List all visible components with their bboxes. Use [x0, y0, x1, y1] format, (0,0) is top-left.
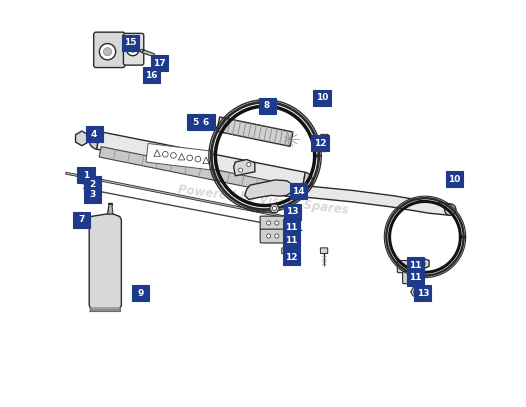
Polygon shape: [285, 185, 451, 215]
FancyBboxPatch shape: [86, 126, 103, 142]
FancyBboxPatch shape: [84, 186, 102, 203]
Text: 3: 3: [90, 190, 96, 199]
FancyBboxPatch shape: [84, 176, 100, 193]
Circle shape: [239, 168, 242, 172]
Text: 14: 14: [292, 187, 305, 196]
FancyBboxPatch shape: [260, 216, 285, 230]
FancyBboxPatch shape: [283, 233, 300, 249]
FancyBboxPatch shape: [290, 183, 307, 199]
Text: 1: 1: [83, 171, 89, 179]
Text: 10: 10: [448, 175, 460, 184]
FancyBboxPatch shape: [258, 98, 276, 114]
FancyBboxPatch shape: [311, 135, 329, 151]
FancyBboxPatch shape: [283, 249, 300, 265]
Polygon shape: [99, 147, 301, 197]
FancyBboxPatch shape: [150, 55, 168, 71]
FancyBboxPatch shape: [143, 67, 159, 83]
Text: 15: 15: [125, 38, 137, 47]
FancyBboxPatch shape: [187, 114, 205, 130]
Text: Powered by Vision Spares: Powered by Vision Spares: [177, 183, 349, 217]
Circle shape: [104, 48, 112, 56]
Polygon shape: [269, 204, 279, 212]
Polygon shape: [108, 204, 113, 214]
Text: 6: 6: [203, 118, 209, 127]
Circle shape: [275, 221, 279, 225]
FancyBboxPatch shape: [73, 212, 90, 228]
Text: 17: 17: [153, 59, 166, 68]
Circle shape: [413, 290, 418, 294]
FancyBboxPatch shape: [282, 248, 289, 254]
Text: 12: 12: [285, 253, 298, 262]
Polygon shape: [234, 160, 255, 176]
Text: 11: 11: [285, 236, 298, 245]
Text: 12: 12: [313, 139, 326, 148]
FancyBboxPatch shape: [124, 33, 144, 65]
Polygon shape: [89, 204, 122, 311]
FancyBboxPatch shape: [260, 229, 285, 243]
Text: 13: 13: [417, 289, 429, 298]
Polygon shape: [76, 131, 88, 146]
FancyBboxPatch shape: [284, 204, 301, 220]
FancyBboxPatch shape: [321, 134, 328, 140]
Text: 16: 16: [145, 71, 157, 80]
FancyBboxPatch shape: [407, 257, 424, 274]
Polygon shape: [217, 117, 293, 147]
Polygon shape: [411, 288, 420, 296]
FancyBboxPatch shape: [122, 35, 139, 51]
Circle shape: [272, 206, 277, 210]
Polygon shape: [406, 259, 429, 269]
Text: 11: 11: [285, 223, 298, 232]
Polygon shape: [245, 180, 291, 199]
FancyBboxPatch shape: [407, 269, 424, 286]
Text: 2: 2: [89, 180, 95, 189]
Circle shape: [130, 47, 136, 53]
FancyBboxPatch shape: [402, 271, 423, 284]
FancyBboxPatch shape: [283, 219, 300, 235]
Polygon shape: [287, 183, 452, 203]
FancyBboxPatch shape: [397, 260, 418, 273]
Text: 10: 10: [316, 93, 328, 102]
Text: 4: 4: [91, 130, 97, 139]
FancyBboxPatch shape: [94, 32, 125, 68]
Text: 13: 13: [286, 207, 299, 216]
FancyBboxPatch shape: [313, 90, 330, 106]
Text: 11: 11: [409, 261, 422, 270]
FancyBboxPatch shape: [446, 171, 463, 187]
Circle shape: [444, 204, 456, 215]
Circle shape: [275, 234, 279, 238]
Text: 9: 9: [138, 289, 144, 298]
Polygon shape: [146, 144, 213, 170]
Wedge shape: [302, 172, 312, 190]
FancyBboxPatch shape: [133, 285, 149, 301]
Circle shape: [410, 262, 413, 265]
FancyBboxPatch shape: [77, 167, 95, 183]
Text: 8: 8: [264, 101, 270, 110]
Text: 5: 5: [193, 118, 199, 127]
Circle shape: [127, 44, 139, 56]
FancyBboxPatch shape: [320, 248, 328, 254]
Circle shape: [422, 262, 426, 265]
FancyBboxPatch shape: [414, 285, 431, 301]
FancyBboxPatch shape: [197, 114, 215, 130]
Text: 7: 7: [79, 215, 85, 224]
Circle shape: [99, 44, 116, 60]
Text: 11: 11: [409, 273, 422, 282]
Wedge shape: [89, 131, 100, 149]
Polygon shape: [84, 176, 100, 188]
Circle shape: [267, 221, 271, 225]
Circle shape: [267, 234, 271, 238]
Polygon shape: [96, 131, 306, 190]
Circle shape: [247, 162, 251, 166]
